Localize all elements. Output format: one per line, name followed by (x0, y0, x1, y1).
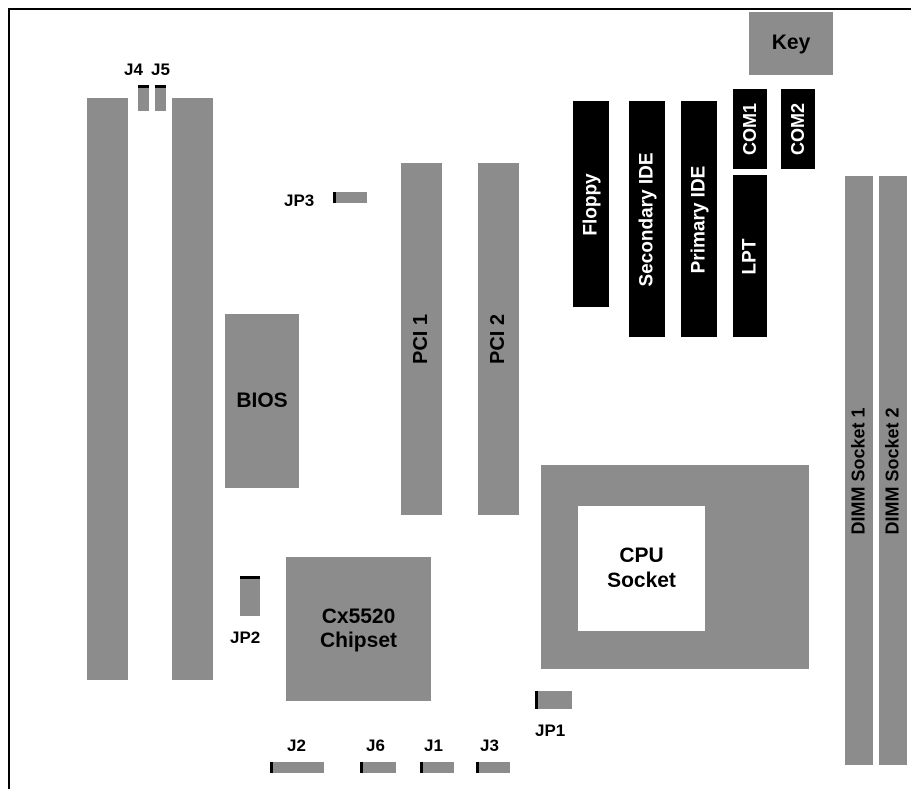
dimm1-label: DIMM Socket 1 (849, 406, 869, 535)
left-slot-1 (87, 98, 128, 680)
jp1-label: JP1 (535, 721, 566, 740)
pci1-label: PCI 1 (410, 313, 433, 365)
chipset-label-line2: Chipset (319, 629, 397, 652)
cpu-socket-inner: CPU Socket (578, 506, 705, 631)
com2-label: COM2 (788, 102, 809, 156)
pci-slot-1: PCI 1 (401, 163, 442, 515)
lpt-label: LPT (739, 238, 761, 274)
dimm-socket-2: DIMM Socket 2 (879, 176, 907, 765)
j6-header (360, 762, 396, 773)
chipset: Cx5520 Chipset (286, 557, 431, 701)
jp3-label: JP3 (284, 191, 315, 210)
j3-pin (476, 762, 479, 773)
jp2-pin (240, 576, 260, 579)
com1-connector: COM1 (733, 89, 767, 169)
board-top-edge (8, 8, 911, 10)
primary-ide-connector: Primary IDE (681, 101, 717, 337)
jp1-pin (535, 691, 538, 709)
left-slot-2 (172, 98, 213, 680)
cpu-label-line2: Socket (607, 568, 676, 592)
floppy-connector: Floppy (573, 101, 609, 307)
j1-label: J1 (424, 736, 443, 755)
j1-pin (420, 762, 423, 773)
j4-jumper (138, 85, 149, 111)
key-label: Key (771, 31, 811, 55)
j6-pin (360, 762, 363, 773)
floppy-label: Floppy (580, 172, 602, 236)
pci-slot-2: PCI 2 (478, 163, 519, 515)
cpu-label-line1: CPU (619, 544, 664, 568)
pci2-label: PCI 2 (487, 313, 510, 365)
j2-pin (270, 762, 273, 773)
key-block: Key (749, 12, 833, 75)
bios-label: BIOS (236, 388, 288, 412)
j4-label: J4 (124, 60, 143, 79)
jp1-jumper (535, 691, 572, 709)
primary-ide-label: Primary IDE (688, 165, 710, 273)
j2-header (270, 762, 324, 773)
j5-jumper (155, 85, 166, 111)
j1-header (420, 762, 454, 773)
jp3-pin (333, 192, 336, 203)
j4-pin (138, 85, 149, 88)
dimm2-label: DIMM Socket 2 (883, 406, 903, 535)
jp2-jumper (240, 576, 260, 616)
com2-connector: COM2 (781, 89, 815, 169)
j5-label: J5 (151, 60, 170, 79)
j6-label: J6 (366, 736, 385, 755)
j2-label: J2 (287, 736, 306, 755)
jp3-jumper (333, 192, 367, 203)
dimm-socket-1: DIMM Socket 1 (845, 176, 873, 765)
lpt-connector: LPT (733, 175, 767, 337)
secondary-ide-connector: Secondary IDE (629, 101, 665, 337)
j5-pin (155, 85, 166, 88)
j3-header (476, 762, 510, 773)
j3-label: J3 (480, 736, 499, 755)
chipset-label-line1: Cx5520 (321, 604, 396, 628)
board-left-edge (8, 8, 10, 789)
jp2-label: JP2 (230, 628, 261, 647)
secondary-ide-label: Secondary IDE (636, 151, 658, 287)
bios-chip: BIOS (225, 314, 299, 488)
com1-label: COM1 (740, 102, 761, 156)
